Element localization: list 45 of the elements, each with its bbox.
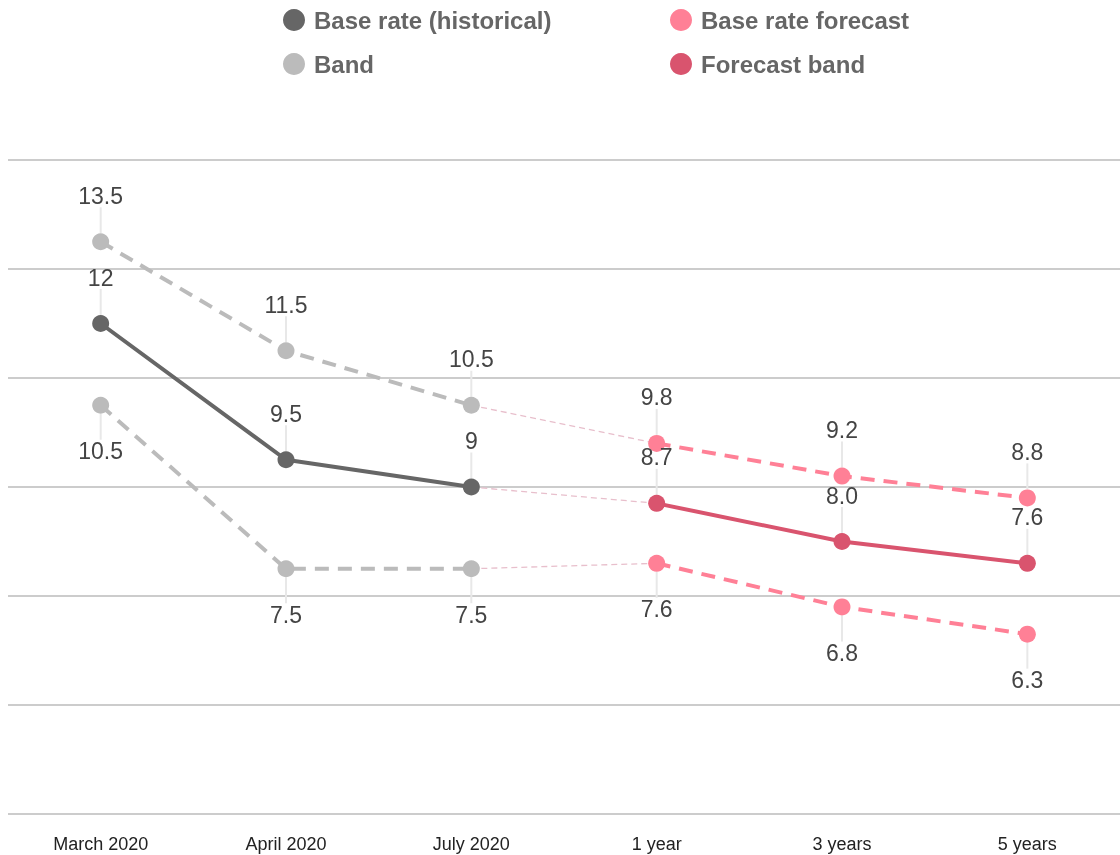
point [92, 233, 110, 251]
legend-label: Base rate forecast [701, 6, 910, 34]
point [1018, 489, 1036, 507]
x-tick-label: 1 year [631, 834, 682, 854]
legend-label: Base rate (historical) [314, 6, 552, 34]
point [1018, 554, 1036, 572]
x-tick-label: March 2020 [53, 834, 149, 854]
data-label: 10.5 [78, 438, 124, 465]
data-label: 9 [464, 428, 478, 454]
data-label: 6.3 [1011, 667, 1044, 694]
data-label: 6.8 [826, 639, 858, 666]
legend-label: Forecast band [701, 50, 866, 78]
data-label: 8.7 [640, 444, 673, 471]
legend-label: Band [314, 50, 374, 78]
point [833, 533, 851, 550]
x-tick-label: July 2020 [432, 834, 510, 854]
point [277, 342, 295, 360]
point [277, 451, 295, 469]
data-label: 9.2 [826, 417, 858, 444]
data-label: 7.5 [270, 601, 302, 628]
data-label: 7.6 [1011, 504, 1044, 531]
data-label: 13.5 [78, 182, 124, 209]
point [1018, 625, 1036, 643]
x-tick-label: April 2020 [245, 834, 327, 854]
data-label: 8.8 [1011, 438, 1044, 465]
point [92, 396, 110, 414]
data-label: 9.8 [640, 384, 673, 411]
data-label: 10.5 [448, 346, 494, 373]
x-tick-label: 3 years [812, 834, 872, 854]
point [648, 554, 666, 572]
data-label: 11.5 [264, 291, 308, 318]
data-label: 8.0 [826, 482, 858, 509]
point [648, 494, 666, 512]
point [92, 315, 110, 332]
point [462, 396, 480, 414]
point [833, 598, 851, 616]
data-label: 7.5 [455, 601, 488, 628]
point [462, 478, 480, 496]
x-tick-label: 5 years [997, 834, 1057, 854]
data-label: 9.5 [270, 400, 302, 427]
data-label: 7.6 [640, 596, 673, 623]
point [462, 560, 480, 578]
data-label: 12 [87, 264, 114, 291]
point [833, 467, 851, 485]
point [277, 560, 295, 578]
